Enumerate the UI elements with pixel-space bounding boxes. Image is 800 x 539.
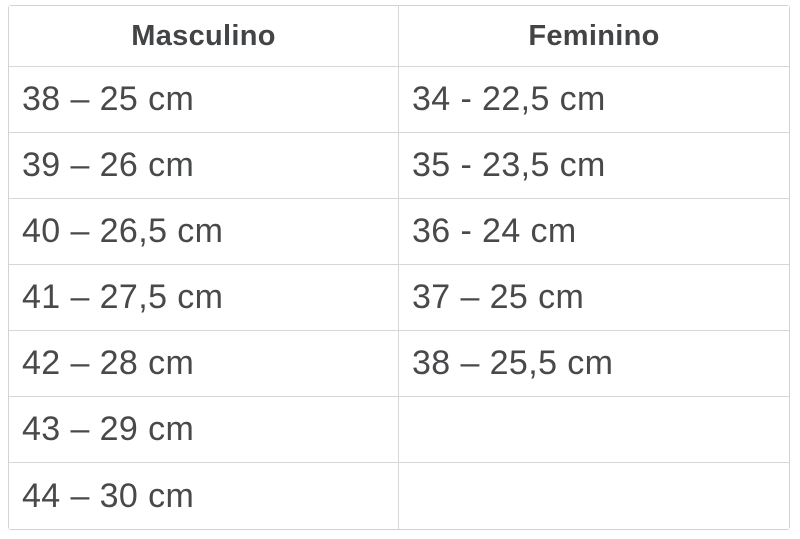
- cell-feminino: [399, 463, 789, 529]
- cell-feminino: 38 – 25,5 cm: [399, 331, 789, 397]
- size-chart-table: Masculino Feminino 38 – 25 cm 34 - 22,5 …: [8, 5, 790, 530]
- cell-feminino: 37 – 25 cm: [399, 265, 789, 331]
- table-row: 44 – 30 cm: [9, 463, 789, 529]
- cell-masculino: 39 – 26 cm: [9, 133, 399, 199]
- cell-masculino: 38 – 25 cm: [9, 67, 399, 133]
- cell-feminino: [399, 397, 789, 463]
- table-row: 42 – 28 cm 38 – 25,5 cm: [9, 331, 789, 397]
- table-row: 39 – 26 cm 35 - 23,5 cm: [9, 133, 789, 199]
- cell-masculino: 42 – 28 cm: [9, 331, 399, 397]
- column-header-feminino: Feminino: [399, 6, 789, 67]
- cell-masculino: 44 – 30 cm: [9, 463, 399, 529]
- cell-masculino: 40 – 26,5 cm: [9, 199, 399, 265]
- size-chart-container: Masculino Feminino 38 – 25 cm 34 - 22,5 …: [8, 5, 790, 530]
- cell-feminino: 35 - 23,5 cm: [399, 133, 789, 199]
- column-header-masculino: Masculino: [9, 6, 399, 67]
- table-row: 40 – 26,5 cm 36 - 24 cm: [9, 199, 789, 265]
- cell-feminino: 36 - 24 cm: [399, 199, 789, 265]
- table-row: 38 – 25 cm 34 - 22,5 cm: [9, 67, 789, 133]
- header-row: Masculino Feminino: [9, 6, 789, 67]
- cell-feminino: 34 - 22,5 cm: [399, 67, 789, 133]
- cell-masculino: 41 – 27,5 cm: [9, 265, 399, 331]
- cell-masculino: 43 – 29 cm: [9, 397, 399, 463]
- table-row: 41 – 27,5 cm 37 – 25 cm: [9, 265, 789, 331]
- table-row: 43 – 29 cm: [9, 397, 789, 463]
